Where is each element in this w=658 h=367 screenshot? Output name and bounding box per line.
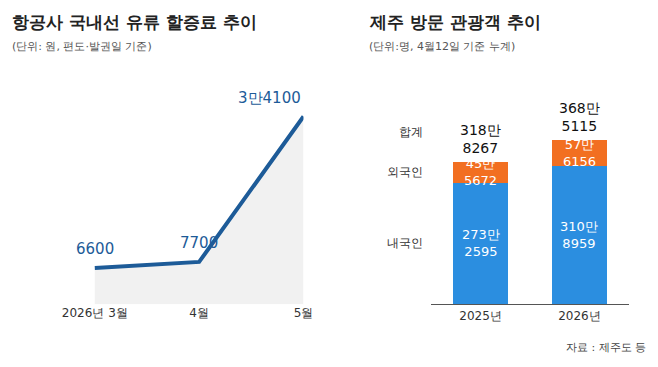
- svg-text:제주 방문 관광객 추이: 제주 방문 관광객 추이: [369, 12, 541, 32]
- svg-text:310만8959: 310만8959: [560, 219, 598, 251]
- svg-text:2026년 3월: 2026년 3월: [62, 306, 128, 320]
- svg-text:5월: 5월: [294, 306, 314, 320]
- svg-text:(단위:명, 4월12일 기준 누계): (단위:명, 4월12일 기준 누계): [369, 40, 515, 53]
- svg-text:273만2595: 273만2595: [462, 227, 500, 259]
- svg-text:2026년: 2026년: [558, 309, 601, 323]
- svg-text:45만5672: 45만5672: [464, 156, 497, 188]
- svg-text:(단위: 원, 편도·발권일 기준): (단위: 원, 편도·발권일 기준): [12, 40, 152, 53]
- svg-text:내국인: 내국인: [387, 236, 423, 250]
- svg-text:4월: 4월: [189, 306, 209, 320]
- svg-text:항공사 국내선 유류 할증료 추이: 항공사 국내선 유류 할증료 추이: [12, 12, 257, 32]
- svg-text:57만6156: 57만6156: [563, 137, 596, 169]
- svg-text:318만8267: 318만8267: [460, 122, 501, 156]
- svg-text:합계: 합계: [399, 125, 423, 139]
- svg-text:자료 : 제주도 등: 자료 : 제주도 등: [566, 341, 646, 354]
- svg-text:6600: 6600: [76, 240, 114, 258]
- svg-text:3만4100: 3만4100: [238, 89, 301, 107]
- svg-text:2025년: 2025년: [459, 309, 502, 323]
- svg-text:368만5115: 368만5115: [559, 100, 600, 134]
- svg-text:7700: 7700: [180, 234, 218, 252]
- svg-text:외국인: 외국인: [387, 165, 423, 179]
